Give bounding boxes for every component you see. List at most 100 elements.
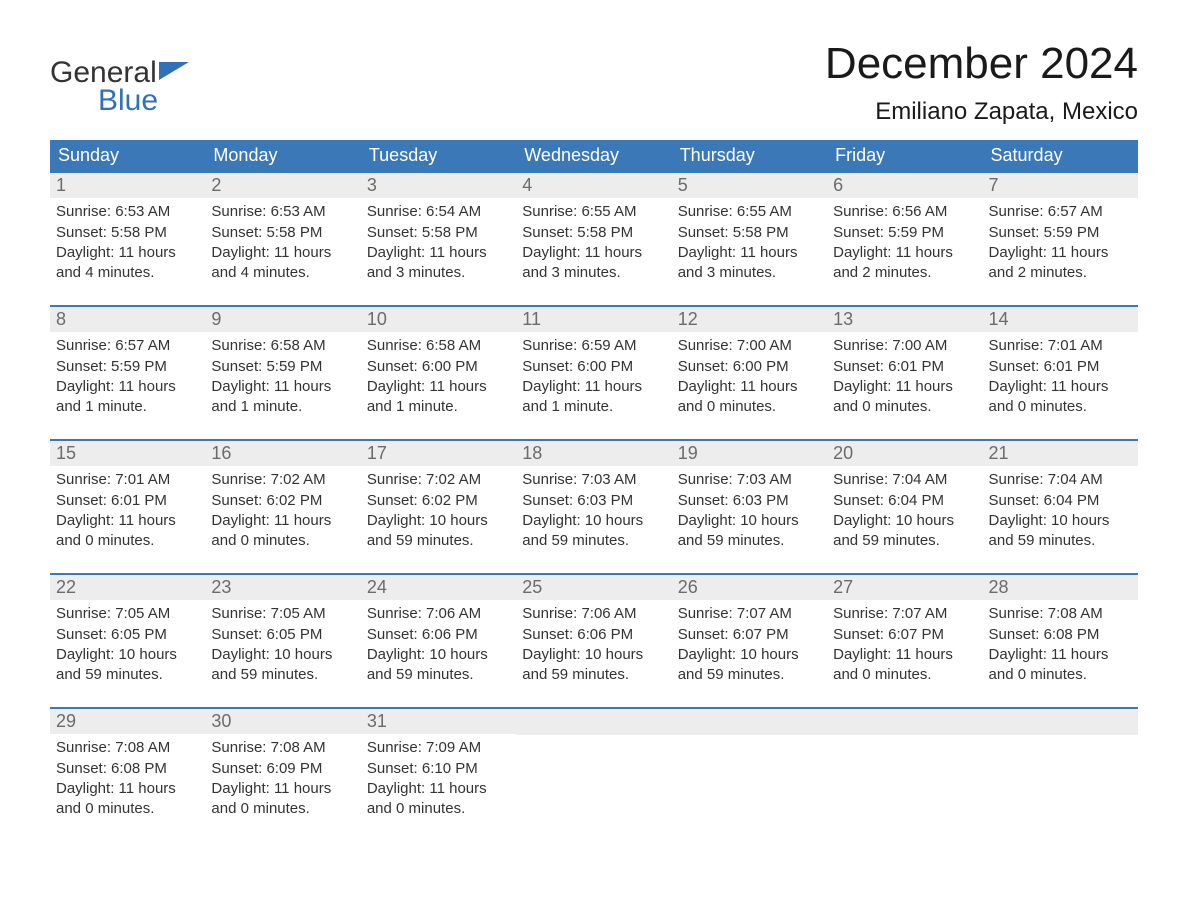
weekday-header: Thursday [672,140,827,171]
day-number: 16 [211,443,231,463]
day-number-bar: 24 [361,575,516,600]
day-cell: 22Sunrise: 7:05 AMSunset: 6:05 PMDayligh… [50,575,205,693]
daylight-text-line1: Daylight: 11 hours [989,243,1132,263]
weekday-header: Monday [205,140,360,171]
day-cell-body [678,739,821,819]
sunset-text: Sunset: 6:05 PM [56,625,199,645]
day-cell: 30Sunrise: 7:08 AMSunset: 6:09 PMDayligh… [205,709,360,827]
day-number: 18 [522,443,542,463]
day-cell [516,709,671,827]
day-number-bar [983,709,1138,735]
daylight-text-line1: Daylight: 11 hours [367,243,510,263]
sunrise-text: Sunrise: 7:05 AM [211,604,354,624]
day-number: 5 [678,175,688,195]
daylight-text-line2: and 59 minutes. [522,665,665,685]
daylight-text-line1: Daylight: 11 hours [211,511,354,531]
sunrise-text: Sunrise: 6:55 AM [678,202,821,222]
day-number: 3 [367,175,377,195]
sunset-text: Sunset: 5:58 PM [211,223,354,243]
day-number: 13 [833,309,853,329]
sunrise-text: Sunrise: 6:58 AM [211,336,354,356]
sunrise-text: Sunrise: 7:06 AM [367,604,510,624]
day-number-bar: 23 [205,575,360,600]
day-number: 11 [522,309,541,329]
day-cell: 2Sunrise: 6:53 AMSunset: 5:58 PMDaylight… [205,173,360,291]
day-cell: 24Sunrise: 7:06 AMSunset: 6:06 PMDayligh… [361,575,516,693]
day-cell: 14Sunrise: 7:01 AMSunset: 6:01 PMDayligh… [983,307,1138,425]
week-row: 8Sunrise: 6:57 AMSunset: 5:59 PMDaylight… [50,305,1138,425]
daylight-text-line2: and 59 minutes. [367,531,510,551]
day-number: 15 [56,443,76,463]
weekday-header: Wednesday [516,140,671,171]
sunrise-text: Sunrise: 7:04 AM [989,470,1132,490]
day-number: 22 [56,577,76,597]
day-number: 9 [211,309,221,329]
day-cell: 18Sunrise: 7:03 AMSunset: 6:03 PMDayligh… [516,441,671,559]
daylight-text-line1: Daylight: 10 hours [522,645,665,665]
day-cell: 10Sunrise: 6:58 AMSunset: 6:00 PMDayligh… [361,307,516,425]
sunset-text: Sunset: 6:03 PM [522,491,665,511]
daylight-text-line2: and 1 minute. [522,397,665,417]
sunset-text: Sunset: 5:58 PM [56,223,199,243]
sunrise-text: Sunrise: 7:03 AM [678,470,821,490]
day-number: 17 [367,443,387,463]
sunset-text: Sunset: 6:00 PM [522,357,665,377]
sunrise-text: Sunrise: 7:03 AM [522,470,665,490]
day-cell-body: Sunrise: 7:04 AMSunset: 6:04 PMDaylight:… [989,470,1132,551]
day-number-bar: 27 [827,575,982,600]
daylight-text-line2: and 59 minutes. [56,665,199,685]
day-cell-body [833,739,976,819]
day-cell: 13Sunrise: 7:00 AMSunset: 6:01 PMDayligh… [827,307,982,425]
day-cell-body: Sunrise: 7:07 AMSunset: 6:07 PMDaylight:… [833,604,976,685]
day-number: 2 [211,175,221,195]
day-cell-body: Sunrise: 7:03 AMSunset: 6:03 PMDaylight:… [678,470,821,551]
weekday-header: Sunday [50,140,205,171]
day-number: 14 [989,309,1009,329]
day-cell-body: Sunrise: 6:58 AMSunset: 5:59 PMDaylight:… [211,336,354,417]
daylight-text-line2: and 3 minutes. [522,263,665,283]
day-number-bar [827,709,982,735]
daylight-text-line1: Daylight: 11 hours [211,377,354,397]
day-number-bar: 29 [50,709,205,734]
day-number-bar: 16 [205,441,360,466]
sunset-text: Sunset: 5:59 PM [56,357,199,377]
day-cell-body: Sunrise: 7:01 AMSunset: 6:01 PMDaylight:… [56,470,199,551]
sunset-text: Sunset: 5:59 PM [211,357,354,377]
day-cell: 4Sunrise: 6:55 AMSunset: 5:58 PMDaylight… [516,173,671,291]
day-cell-body: Sunrise: 6:54 AMSunset: 5:58 PMDaylight:… [367,202,510,283]
day-cell: 15 Sunrise: 7:01 AMSunset: 6:01 PMDayligh… [50,441,205,559]
day-number: 28 [989,577,1009,597]
daylight-text-line2: and 0 minutes. [833,665,976,685]
daylight-text-line1: Daylight: 11 hours [56,377,199,397]
logo-word-blue: Blue [98,86,189,116]
day-number: 23 [211,577,231,597]
daylight-text-line1: Daylight: 11 hours [989,377,1132,397]
day-number-bar: 17 [361,441,516,466]
day-cell: 7Sunrise: 6:57 AMSunset: 5:59 PMDaylight… [983,173,1138,291]
day-number-bar: 5 [672,173,827,198]
day-number-bar: 9 [205,307,360,332]
week-row: 29Sunrise: 7:08 AMSunset: 6:08 PMDayligh… [50,707,1138,827]
day-number-bar: 18 [516,441,671,466]
day-number-bar: 26 [672,575,827,600]
day-cell-body: Sunrise: 6:55 AMSunset: 5:58 PMDaylight:… [678,202,821,283]
sunset-text: Sunset: 6:00 PM [367,357,510,377]
daylight-text-line2: and 0 minutes. [678,397,821,417]
location-subtitle: Emiliano Zapata, Mexico [825,98,1138,126]
sunset-text: Sunset: 6:04 PM [833,491,976,511]
day-cell: 31Sunrise: 7:09 AMSunset: 6:10 PMDayligh… [361,709,516,827]
day-cell-body: Sunrise: 7:06 AMSunset: 6:06 PMDaylight:… [522,604,665,685]
day-number-bar: 22 [50,575,205,600]
day-number-bar: 6 [827,173,982,198]
day-cell: 25Sunrise: 7:06 AMSunset: 6:06 PMDayligh… [516,575,671,693]
daylight-text-line1: Daylight: 11 hours [211,779,354,799]
day-number-bar [516,709,671,735]
daylight-text-line2: and 59 minutes. [833,531,976,551]
sunrise-text: Sunrise: 6:56 AM [833,202,976,222]
day-number-bar: 11 [516,307,671,332]
sunset-text: Sunset: 6:09 PM [211,759,354,779]
daylight-text-line2: and 59 minutes. [989,531,1132,551]
day-cell-body: Sunrise: 7:04 AMSunset: 6:04 PMDaylight:… [833,470,976,551]
daylight-text-line1: Daylight: 11 hours [56,779,199,799]
day-cell [983,709,1138,827]
